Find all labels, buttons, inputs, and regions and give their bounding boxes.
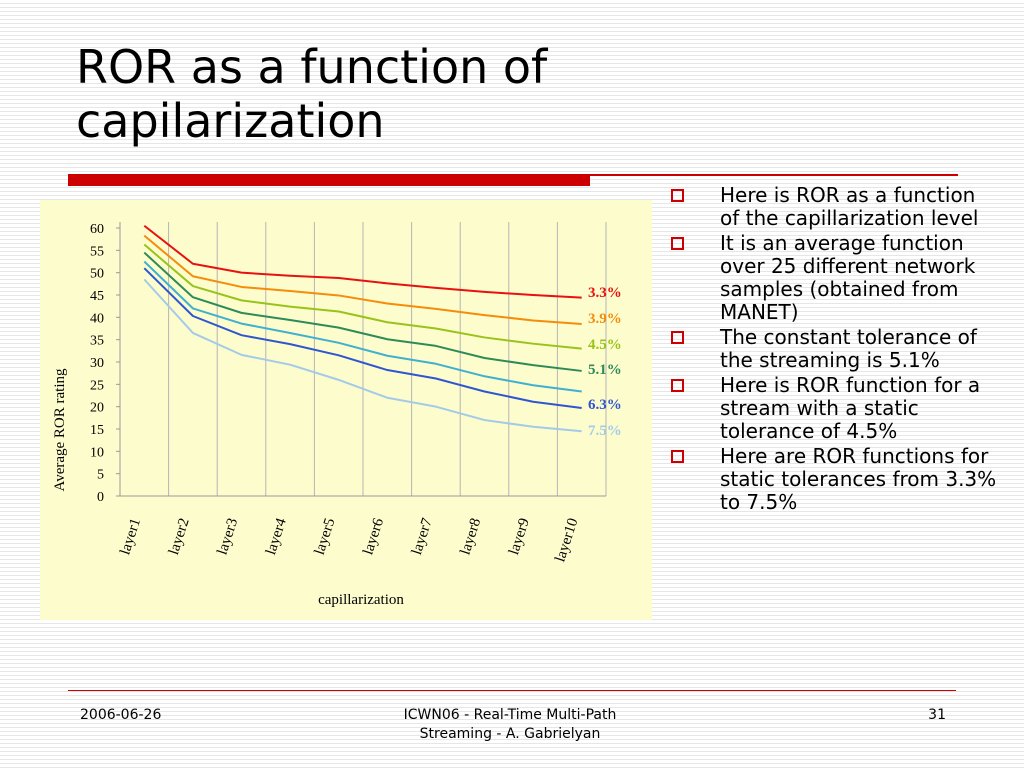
y-tick-label: 20 (90, 401, 104, 416)
x-axis-title: capillarization (318, 592, 404, 608)
bullet-item: Here are ROR functions for static tolera… (668, 445, 998, 514)
bullet-item: It is an average function over 25 differ… (668, 232, 998, 324)
y-tick-label: 55 (90, 244, 104, 259)
y-axis-title: Average ROR rating (52, 368, 68, 492)
footer-date: 2006-06-26 (80, 707, 162, 723)
bullet-item: The constant tolerance of the streaming … (668, 326, 998, 372)
y-tick-label: 35 (90, 334, 104, 349)
y-tick-label: 25 (90, 378, 104, 393)
title-accent-bar (68, 174, 590, 186)
x-tick-label: layer8 (458, 516, 485, 557)
footer-title: ICWN06 - Real-Time Multi-Path Streaming … (340, 706, 680, 744)
y-tick-label: 45 (90, 289, 104, 304)
chart-series (143, 224, 582, 433)
slide-title: ROR as a function of capilarization (76, 40, 676, 148)
square-bullet-icon (671, 379, 684, 392)
y-tick-label: 10 (90, 445, 104, 460)
square-bullet-icon (671, 331, 684, 344)
square-bullet-icon (671, 189, 684, 202)
series-line (143, 278, 582, 433)
series-label: 4.5% (588, 337, 622, 353)
x-tick-label: layer6 (360, 516, 387, 557)
series-line (143, 243, 582, 350)
footer-title-line1: ICWN06 - Real-Time Multi-Path (403, 707, 617, 723)
y-tick-label: 40 (90, 311, 104, 326)
bullet-text: Here is ROR function for a stream with a… (720, 373, 981, 443)
y-tick-label: 30 (90, 356, 104, 371)
series-label: 7.5% (588, 423, 622, 439)
series-line (143, 224, 582, 299)
y-tick-label: 0 (97, 490, 104, 505)
footer-divider (68, 690, 956, 691)
series-line (143, 267, 582, 409)
slide-title-line2: capilarization (76, 94, 385, 148)
x-tick-label: layer3 (215, 516, 242, 557)
series-label: 3.9% (588, 311, 622, 327)
square-bullet-icon (671, 450, 684, 463)
bullet-text: It is an average function over 25 differ… (720, 231, 976, 324)
bullet-text: The constant tolerance of the streaming … (720, 325, 977, 372)
bullet-text: Here are ROR functions for static tolera… (720, 444, 997, 514)
title-accent-line (590, 174, 958, 176)
series-label: 6.3% (588, 397, 622, 413)
x-tick-label: layer5 (312, 516, 339, 557)
y-tick-label: 60 (90, 222, 104, 237)
y-tick-label: 50 (90, 267, 104, 282)
bullet-text: Here is ROR as a function of the capilla… (720, 183, 979, 230)
series-label: 5.1% (588, 362, 622, 378)
x-tick-label: layer10 (552, 516, 581, 564)
y-tick-label: 15 (90, 423, 104, 438)
series-line (143, 251, 582, 372)
bullet-item: Here is ROR function for a stream with a… (668, 374, 998, 443)
x-tick-label: layer4 (263, 516, 290, 557)
x-tick-labels: layer1 layer2 layer3 layer4 layer5 layer6 laye… (117, 516, 581, 564)
slide-title-line1: ROR as a function of (76, 40, 548, 94)
x-tick-label: layer2 (166, 516, 193, 557)
x-tick-label: layer1 (117, 516, 144, 557)
bullet-item: Here is ROR as a function of the capilla… (668, 184, 998, 230)
y-tick-labels: 0 5 10 15 20 25 30 35 40 45 50 55 60 (90, 222, 120, 505)
series-line (143, 260, 582, 393)
chart-panel: 0 5 10 15 20 25 30 35 40 45 50 55 60 layer1 layer2 lay… (40, 200, 652, 620)
footer-title-line2: Streaming - A. Gabrielyan (419, 726, 601, 742)
page-number: 31 (928, 707, 946, 723)
series-line (143, 234, 582, 326)
series-label: 3.3% (588, 285, 622, 301)
series-end-labels: 3.3% 3.9% 4.5% 5.1% 6.3% 7.5% (588, 285, 622, 439)
x-tick-label: layer7 (409, 516, 436, 557)
square-bullet-icon (671, 237, 684, 250)
bullet-list: Here is ROR as a function of the capilla… (668, 184, 998, 516)
y-tick-label: 5 (97, 468, 104, 483)
x-tick-label: layer9 (506, 516, 533, 557)
